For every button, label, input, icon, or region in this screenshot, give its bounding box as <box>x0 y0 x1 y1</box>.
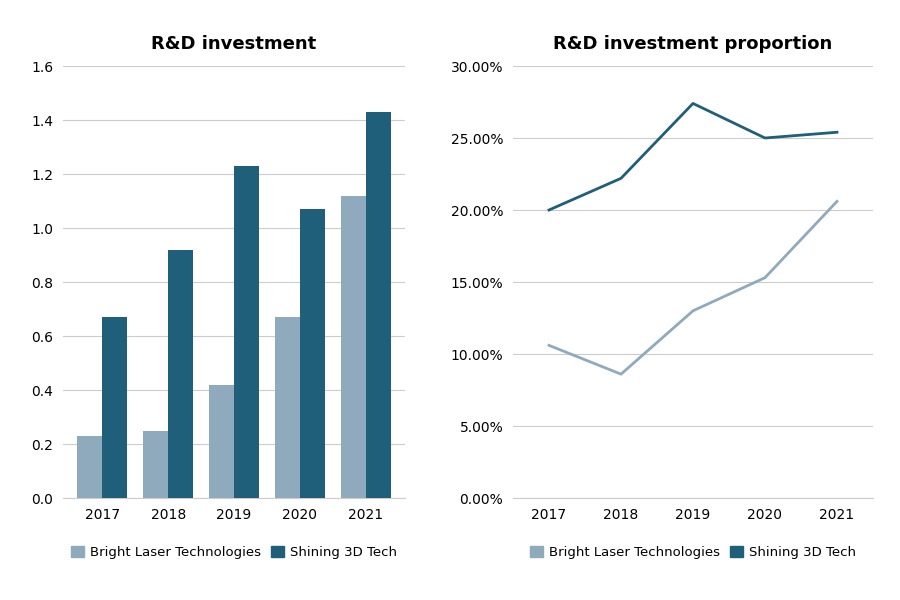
Shining 3D Tech <box>616 175 626 182</box>
Bar <box>209 385 234 498</box>
Line: Bright Laser Technologies: Bright Laser Technologies <box>549 202 837 374</box>
Shining 3D Tech <box>688 100 698 107</box>
Shining 3D Tech <box>760 134 770 142</box>
Bright Laser Technologies <box>688 307 698 314</box>
Shining 3D Tech <box>832 128 842 136</box>
Bright Laser Technologies <box>760 274 770 281</box>
Bar <box>234 166 259 498</box>
Bar <box>340 196 365 498</box>
Title: R&D investment: R&D investment <box>151 35 317 53</box>
Bright Laser Technologies <box>832 198 842 205</box>
Legend: Bright Laser Technologies, Shining 3D Tech: Bright Laser Technologies, Shining 3D Te… <box>530 545 856 559</box>
Bar <box>168 250 194 498</box>
Bar <box>365 112 391 498</box>
Bar <box>77 436 103 498</box>
Bar <box>300 209 325 498</box>
Legend: Bright Laser Technologies, Shining 3D Tech: Bright Laser Technologies, Shining 3D Te… <box>71 545 397 559</box>
Shining 3D Tech <box>544 206 554 214</box>
Bright Laser Technologies <box>616 371 626 378</box>
Bright Laser Technologies <box>544 342 554 349</box>
Bar <box>103 317 128 498</box>
Title: R&D investment proportion: R&D investment proportion <box>554 35 832 53</box>
Bar <box>143 431 168 498</box>
Bar <box>274 317 300 498</box>
Line: Shining 3D Tech: Shining 3D Tech <box>549 103 837 210</box>
